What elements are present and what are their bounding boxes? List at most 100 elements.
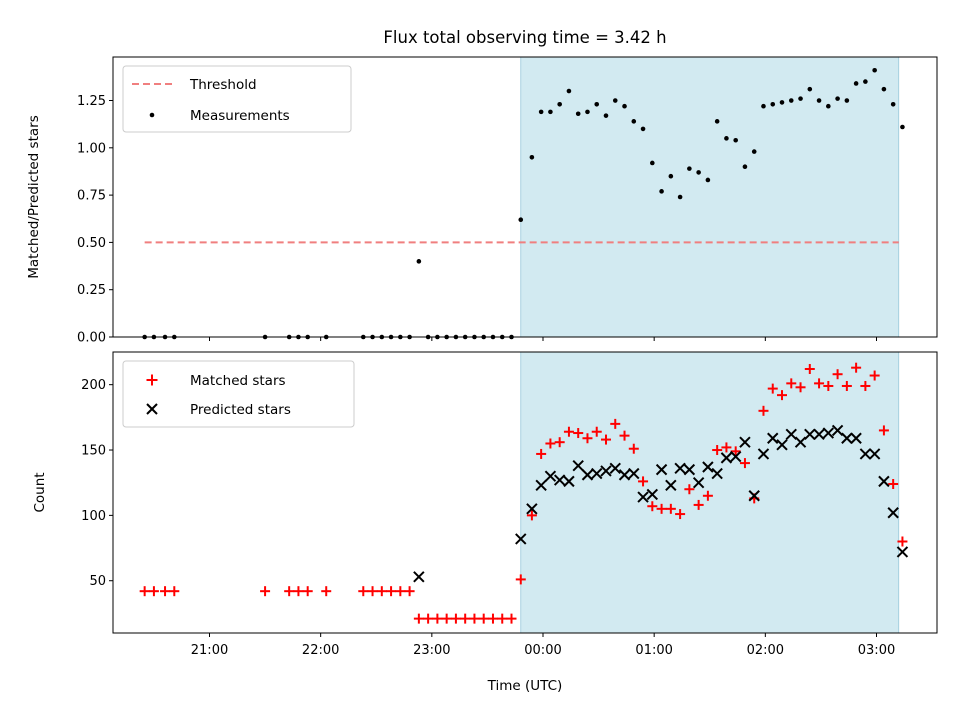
matched-star-point [739,458,750,469]
xtick-label: 02:00 [747,643,784,658]
predicted-star-point [526,503,538,515]
predicted-star-point [581,469,594,481]
top-x-axis-ticks [209,337,877,341]
predicted-star-point [515,533,527,545]
matched-star-point [888,479,899,490]
xtick-label: 22:00 [302,643,339,658]
predicted-star-point [896,546,909,558]
predicted-star-point [804,428,816,441]
matched-star-point [376,586,387,597]
measurement-point [518,217,524,223]
predicted-star-point [637,491,649,503]
matched-star-point [684,484,695,495]
top-ytick-label: 0.75 [77,189,106,204]
predicted-star-point [628,467,640,480]
matched-star-point [795,382,806,393]
predicted-star-point [563,475,575,488]
bottom-legend-box [122,360,355,428]
predicted-star-point [813,428,825,441]
matched-star-point [423,613,434,624]
bottom-x-axis-ticks: 21:00 22:00 23:00 00:00 01:00 02:00 03:00 [191,633,895,658]
measurement-point [538,109,544,115]
predicted-star-point [655,463,668,476]
predicted-star-point [692,476,705,489]
matched-star-point [386,586,397,597]
predicted-star-point [646,488,659,501]
legend-threshold-label: Threshold [189,77,257,93]
measurement-point [835,96,840,101]
matched-star-point [497,613,508,624]
matched-star-point [554,437,565,448]
matched-star-point [536,448,547,459]
predicted-star-point [618,469,631,481]
bottom-plot-frame [112,351,938,634]
predicted-star-point [609,462,621,475]
matched-star-point [148,586,159,597]
matched-star-point [823,380,834,391]
legend-predicted-label: Predicted stars [190,402,291,418]
measurement-point [863,79,868,84]
x-axis-label: Time (UTC) [487,678,563,694]
predicted-star-point [794,436,807,448]
matched-star-point [619,430,630,441]
top-ytick-label: 1.25 [77,94,106,109]
legend-matched-swatch [146,374,158,386]
matched-star-point [610,418,621,429]
legend-matched-label: Matched stars [190,373,286,389]
measurements-series [142,67,905,340]
bottom-ytick-label: 200 [81,378,106,393]
measurement-point [761,103,766,109]
matched-star-point [851,362,862,373]
measurement-point [807,86,813,92]
predicted-star-point [739,436,751,448]
predicted-star-point [776,439,788,451]
matched-star-point [628,443,639,454]
matched-star-point [582,433,593,444]
matched-star-point [656,503,667,514]
chart-title: Flux total observing time = 3.42 h [383,28,666,47]
matched-star-point [478,613,489,624]
predicted-stars-series [413,424,909,583]
matched-star-point [647,501,658,512]
measurement-point [751,149,757,154]
predicted-star-point [535,479,547,492]
measurement-point [594,101,600,107]
predicted-star-point [553,474,566,486]
matched-star-point [413,613,424,624]
measurement-point [650,160,655,166]
matched-star-point [721,442,732,453]
bottom-y-axis-ticks: 50 100 150 200 [81,378,113,589]
measurement-point [844,98,850,103]
measurement-point [779,100,785,105]
matched-star-point [404,586,415,597]
measurement-point [603,113,609,118]
matched-star-point [730,446,741,457]
matched-star-point [767,383,778,394]
predicted-star-point [841,432,853,444]
predicted-star-point [674,462,686,475]
matched-star-point [302,586,313,597]
predicted-star-point [748,490,760,502]
predicted-star-point [887,507,899,519]
matched-star-point [395,586,406,597]
measurement-point [529,154,535,160]
matched-star-point [358,586,369,597]
predicted-star-point [544,470,557,482]
bottom-observing-window [520,351,900,634]
xtick-label: 03:00 [858,643,895,658]
predicted-star-point [822,427,835,439]
predicted-star-point [868,448,881,460]
predicted-star-point [831,424,844,437]
matched-star-point [506,613,517,624]
matched-star-point [804,363,815,374]
predicted-star-point [878,475,890,488]
matched-star-point [367,586,378,597]
predicted-star-point [413,571,425,583]
top-ytick-label: 1.00 [77,141,106,156]
measurement-point [816,98,822,103]
measurement-point [826,103,831,109]
bottom-ytick-label: 50 [89,574,106,589]
xtick-label: 23:00 [413,643,450,658]
measurement-point [677,194,683,200]
